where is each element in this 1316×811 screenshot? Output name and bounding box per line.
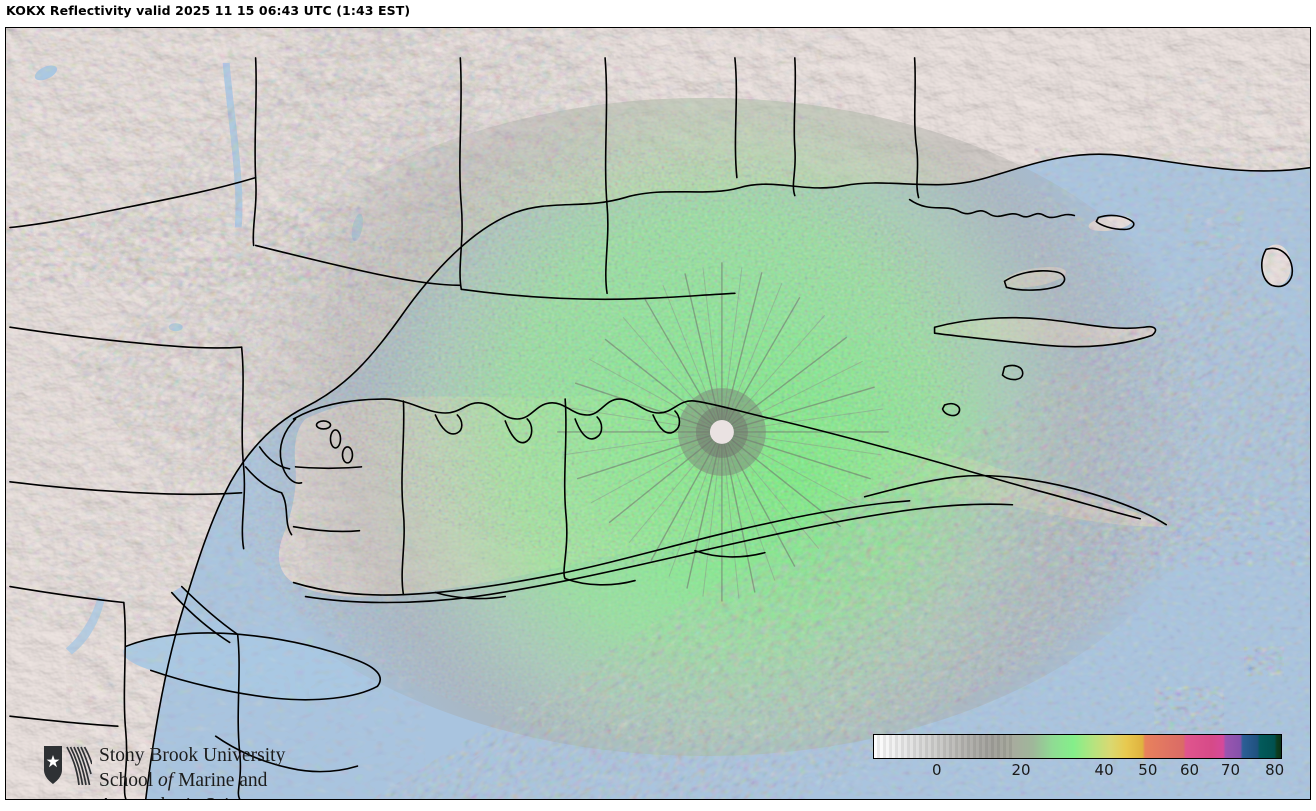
logo-line-1: Stony Brook University [99, 745, 286, 766]
stony-brook-shield-icon [44, 746, 92, 786]
logo-line-3: Atmospheric Sciences [99, 794, 285, 799]
colorbar-label-80: 80 [1265, 761, 1285, 779]
colorbar-label-40: 40 [1094, 761, 1114, 779]
radar-map-frame[interactable]: 0 20 40 50 60 70 80 Stony Brook University Sch… [5, 27, 1311, 800]
reflectivity-colorbar: 0 20 40 50 60 70 80 [873, 734, 1288, 786]
colorbar-banding [874, 735, 1013, 758]
logo-text-block: Stony Brook University School of Marine … [99, 744, 286, 799]
colorbar-tick-labels: 0 20 40 50 60 70 80 [873, 761, 1285, 783]
page-title: KOKX Reflectivity valid 2025 11 15 06:43… [6, 3, 411, 18]
stony-brook-logo: Stony Brook University School of Marine … [42, 744, 286, 799]
colorbar-gradient [874, 735, 1281, 758]
logo-line-2-a: School [99, 769, 159, 791]
colorbar-label-60: 60 [1180, 761, 1200, 779]
colorbar-label-50: 50 [1138, 761, 1158, 779]
logo-line-2-b: Marine and [173, 769, 268, 791]
logo-line-2: School of Marine and [99, 769, 285, 794]
colorbar-label-70: 70 [1220, 761, 1240, 779]
coastline-border-layer [9, 57, 1310, 799]
logo-line-2-italic: of [158, 769, 174, 791]
radar-site-marker [709, 419, 734, 444]
colorbar-label-0: 0 [932, 761, 942, 779]
radar-map-canvas[interactable] [6, 28, 1310, 799]
colorbar-label-20: 20 [1011, 761, 1031, 779]
colorbar-gradient-box [873, 734, 1282, 759]
basemap-layer [6, 28, 1310, 799]
radar-spoke-artifact [557, 262, 889, 602]
